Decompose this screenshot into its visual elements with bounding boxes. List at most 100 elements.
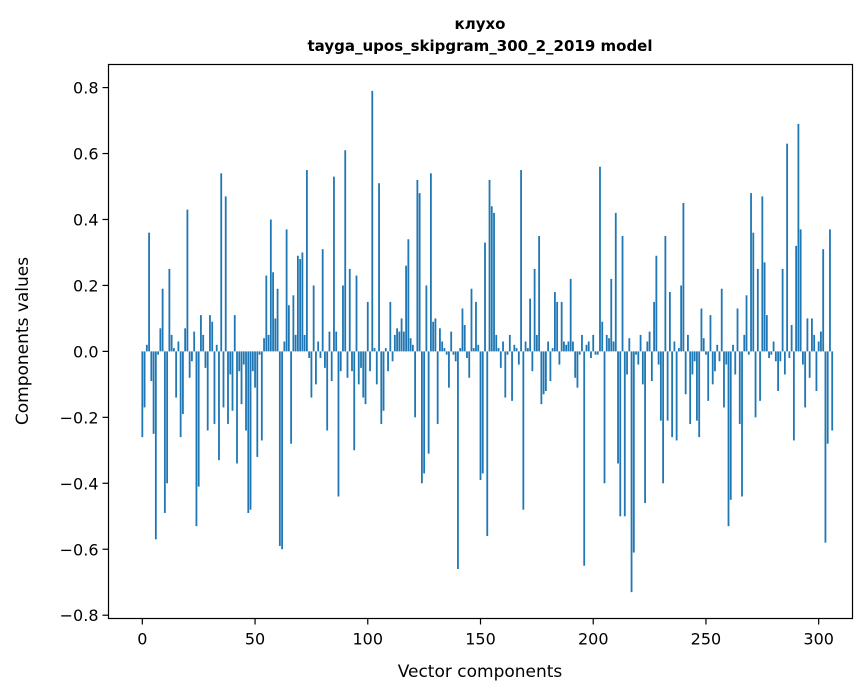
bar-component-209 xyxy=(612,341,615,352)
bar-component-57 xyxy=(269,219,272,352)
bar-component-88 xyxy=(339,351,342,372)
bar-component-301 xyxy=(820,331,822,352)
bar-component-56 xyxy=(267,334,270,352)
plot-frame xyxy=(107,63,854,620)
bar-component-23 xyxy=(193,331,196,352)
y-tick-label-5: −0.2 xyxy=(60,408,99,427)
bar-component-134 xyxy=(443,348,446,352)
bar-component-211 xyxy=(617,351,619,464)
bar-component-2 xyxy=(145,344,148,352)
bar-component-188 xyxy=(565,344,568,352)
bar-component-4 xyxy=(150,351,153,382)
bar-component-132 xyxy=(439,328,441,352)
bar-component-165 xyxy=(513,344,516,352)
bar-component-247 xyxy=(698,351,701,438)
bar-component-46 xyxy=(245,351,247,431)
bar-component-151 xyxy=(481,351,484,474)
bar-component-190 xyxy=(569,278,572,352)
bar-component-47 xyxy=(247,351,250,513)
bar-component-285 xyxy=(783,351,786,375)
bar-component-204 xyxy=(601,321,604,352)
bar-component-163 xyxy=(508,334,511,352)
bar-component-51 xyxy=(256,351,259,457)
bar-component-174 xyxy=(533,268,536,352)
bar-component-164 xyxy=(511,351,513,401)
bar-component-168 xyxy=(520,170,522,352)
bar-component-127 xyxy=(427,351,430,454)
bar-component-50 xyxy=(254,351,256,388)
bar-component-84 xyxy=(330,351,333,382)
bar-component-199 xyxy=(590,351,592,358)
bar-component-96 xyxy=(357,351,360,385)
bar-component-42 xyxy=(236,351,238,464)
bar-component-166 xyxy=(515,348,518,352)
bar-component-107 xyxy=(382,351,385,411)
bar-component-161 xyxy=(504,351,507,398)
bar-component-25 xyxy=(197,351,200,487)
bar-component-89 xyxy=(342,285,344,352)
bar-component-130 xyxy=(434,318,437,352)
bar-component-231 xyxy=(662,351,665,484)
bar-component-303 xyxy=(824,351,827,543)
bar-component-6 xyxy=(154,351,157,540)
bar-component-113 xyxy=(396,328,398,352)
bar-component-100 xyxy=(366,301,369,352)
bar-component-38 xyxy=(227,351,229,424)
bar-component-3 xyxy=(148,232,150,352)
bar-component-54 xyxy=(263,338,265,352)
bar-component-61 xyxy=(278,351,281,546)
bar-component-224 xyxy=(646,341,649,352)
bar-component-99 xyxy=(364,351,367,405)
bar-component-227 xyxy=(653,301,655,352)
bar-component-276 xyxy=(763,262,766,352)
bar-component-76 xyxy=(312,285,315,352)
x-tick-label-100: 100 xyxy=(352,630,383,649)
bar-component-16 xyxy=(177,341,180,352)
bar-component-59 xyxy=(274,318,277,352)
bar-component-72 xyxy=(303,334,306,352)
bar-component-87 xyxy=(337,351,340,497)
bar-component-292 xyxy=(799,229,802,352)
bar-component-129 xyxy=(432,321,435,352)
bar-component-39 xyxy=(229,351,232,375)
bar-component-36 xyxy=(222,351,225,408)
bar-component-30 xyxy=(209,315,211,352)
bar-component-119 xyxy=(409,338,412,352)
bar-component-202 xyxy=(596,351,599,355)
bar-component-12 xyxy=(168,268,171,352)
bar-component-10 xyxy=(163,351,166,513)
bar-component-178 xyxy=(542,351,545,395)
bar-component-214 xyxy=(623,351,626,517)
bar-component-170 xyxy=(524,341,527,352)
bar-component-282 xyxy=(777,351,779,391)
x-tick-label-300: 300 xyxy=(803,630,834,649)
bar-component-93 xyxy=(351,351,353,372)
bar-component-245 xyxy=(693,351,696,362)
bar-component-112 xyxy=(393,334,396,352)
bar-component-35 xyxy=(220,173,223,352)
bar-component-219 xyxy=(635,351,637,355)
bar-component-29 xyxy=(206,351,209,431)
bar-component-44 xyxy=(240,351,243,405)
bar-component-24 xyxy=(195,351,198,527)
bar-component-237 xyxy=(675,351,678,441)
bar-component-186 xyxy=(560,301,563,352)
bar-component-263 xyxy=(734,351,737,375)
bar-component-246 xyxy=(696,351,698,421)
bar-component-152 xyxy=(484,242,486,352)
bar-component-238 xyxy=(678,348,680,352)
bar-component-109 xyxy=(387,351,389,372)
bar-component-27 xyxy=(202,334,205,352)
bar-component-239 xyxy=(680,285,683,352)
bar-component-254 xyxy=(714,351,716,372)
bar-component-98 xyxy=(362,351,365,398)
bar-component-201 xyxy=(594,351,597,355)
bar-component-255 xyxy=(716,344,719,352)
bar-component-182 xyxy=(551,348,554,352)
bar-component-230 xyxy=(659,351,662,421)
bar-component-122 xyxy=(416,179,419,352)
bar-component-229 xyxy=(657,351,660,365)
bar-component-234 xyxy=(668,292,671,352)
bar-component-248 xyxy=(700,308,703,352)
bar-component-28 xyxy=(204,351,207,368)
